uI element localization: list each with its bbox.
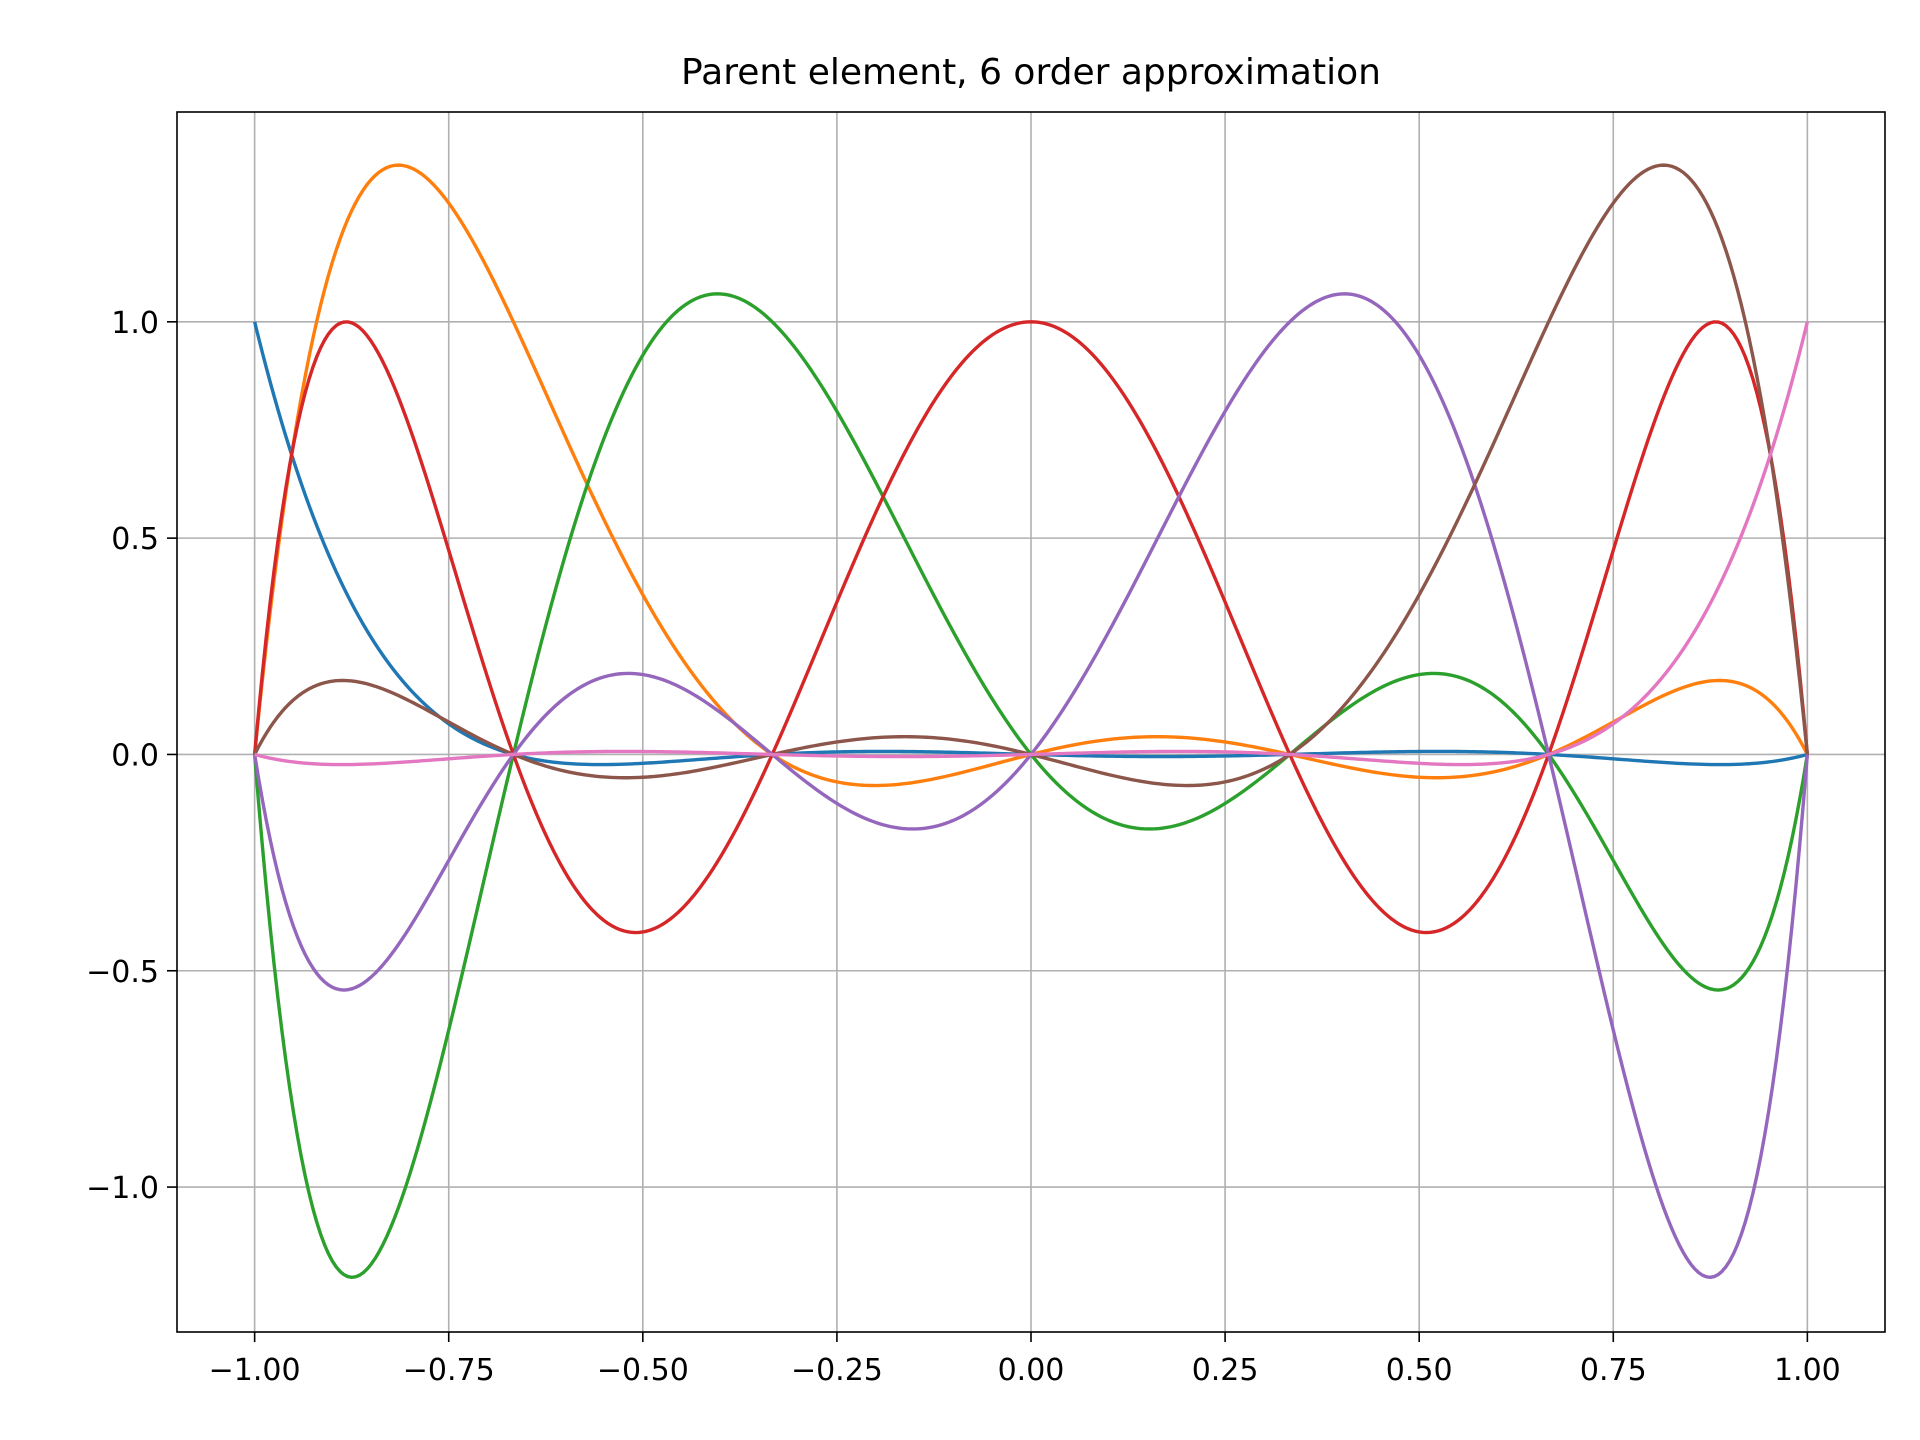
y-tick-label: −0.5 [86,955,159,990]
y-tick-label: 1.0 [111,306,159,341]
x-tick-label: −0.50 [597,1353,689,1388]
y-tick-label: 0.5 [111,522,159,557]
x-tick-label: −1.00 [209,1353,301,1388]
y-tick-label: −1.0 [86,1171,159,1206]
x-tick-label: 0.75 [1580,1353,1647,1388]
x-tick-label: 0.00 [998,1353,1065,1388]
y-tick-label: 0.0 [111,738,159,773]
chart-title: Parent element, 6 order approximation [681,52,1381,93]
x-tick-label: 0.25 [1192,1353,1259,1388]
x-tick-label: −0.75 [403,1353,495,1388]
x-tick-label: 1.00 [1774,1353,1841,1388]
x-tick-label: 0.50 [1386,1353,1453,1388]
series-line-6 [254,321,1810,767]
x-tick-label: −0.25 [791,1353,883,1388]
series-lines [252,163,1810,1279]
axis-ticks: −1.00 −0.75 −0.50 −0.25 0.00 0.25 0.50 0.75 1.00… [86,306,1841,1388]
